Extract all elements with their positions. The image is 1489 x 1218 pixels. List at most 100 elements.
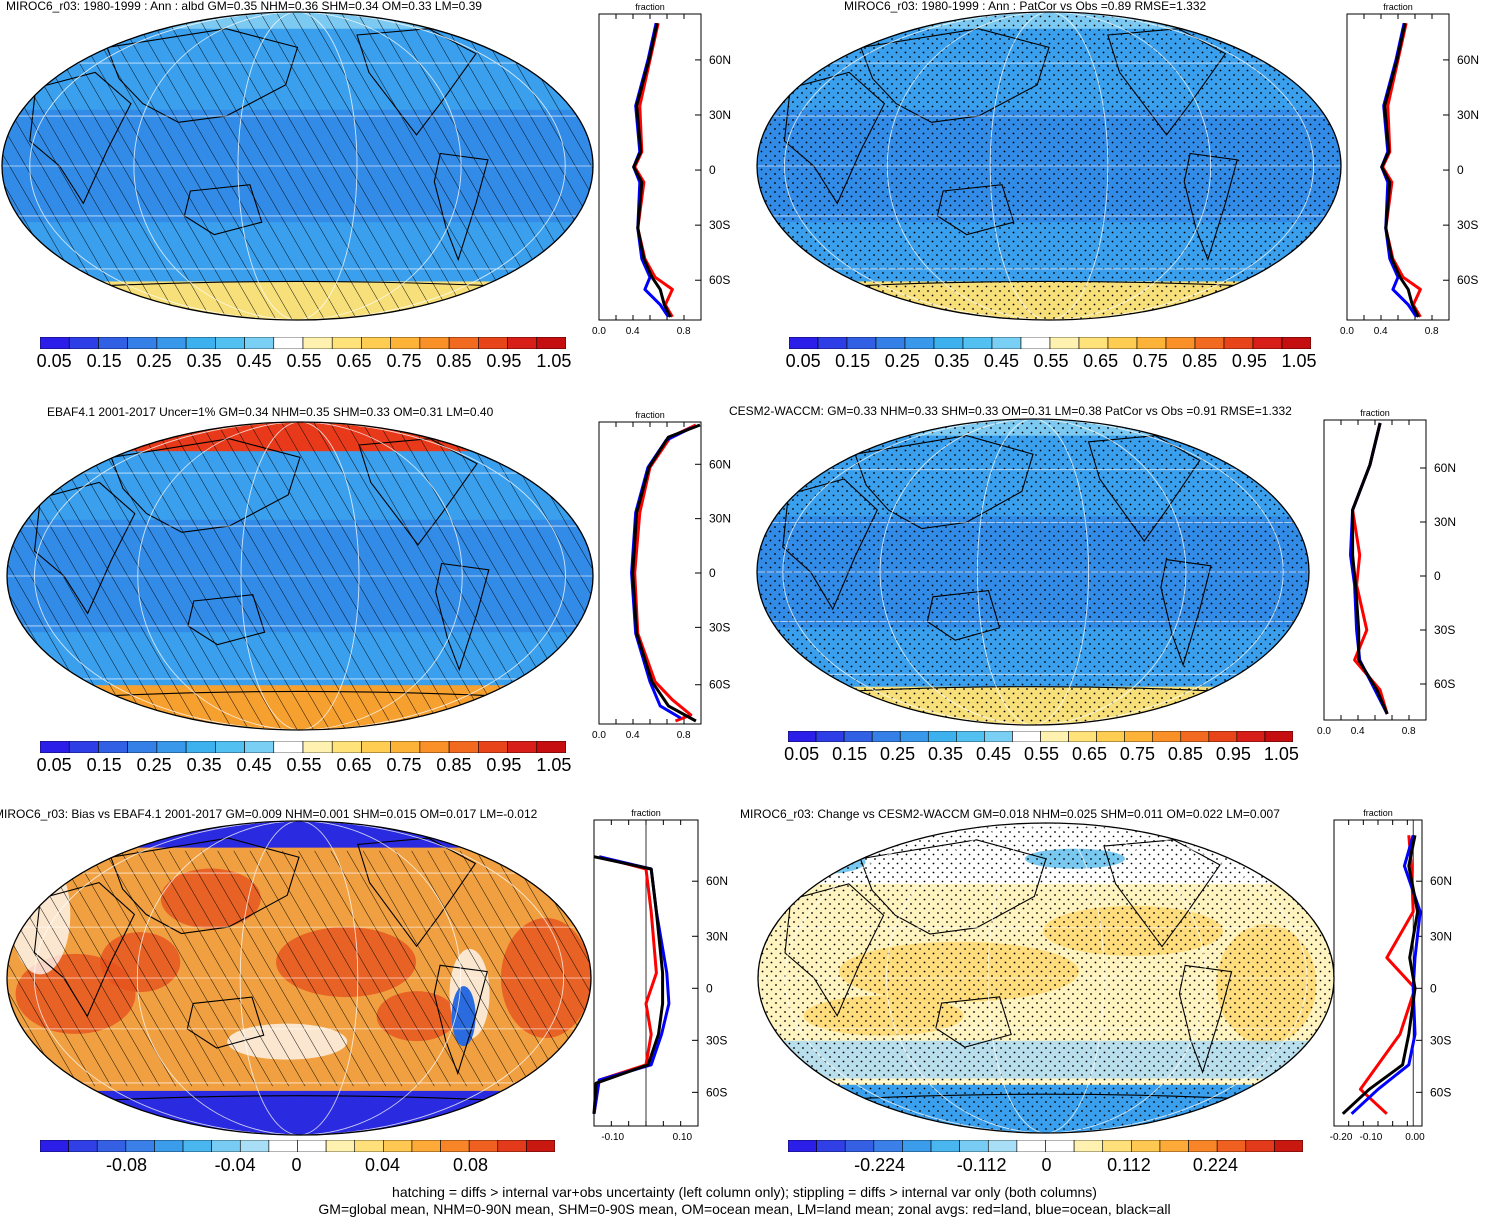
zonal-profile: fraction 0.0 0.4 0.8 60N 30N 0 30S 60S [592,410,731,741]
colorbar-swatch [788,731,817,742]
colorbar-swatch [846,337,877,349]
zonal-lat-label: 30N [706,929,728,943]
colorbar-swatch [156,741,187,753]
zonal-curve-all [1351,422,1389,715]
colorbar [788,1140,1303,1152]
zonal-xtick-label: 0.00 [1405,1132,1425,1143]
zonal-curve-ocean [592,855,671,1115]
colorbar-swatch [302,337,333,349]
colorbar-label: 0.55 [286,351,322,371]
colorbar-swatch [536,337,566,349]
colorbar-label: 0.04 [364,1155,400,1175]
zonal-xtick-label: -0.10 [1360,1132,1383,1143]
zonal-profile: fraction 0.0 0.4 0.8 60N 30N 0 30S 60S [1317,408,1456,737]
zonal-lat-label: 60N [1430,874,1452,888]
zonal-lat-label: 30S [1434,623,1455,637]
map-albedo-cesm2 [756,418,1310,726]
colorbar-swatch [1165,337,1196,349]
colorbar-swatch [331,741,362,753]
colorbar-label: 0.65 [336,755,372,775]
colorbar [40,741,566,753]
colorbar-swatch [1136,337,1167,349]
coastline [1160,558,1212,667]
zonal-lat-label: 60S [1430,1085,1451,1099]
colorbar-swatch [215,337,245,349]
zonal-xtick-label: 0.10 [673,1132,693,1143]
panel-title: MIROC6_r03: 1980-1999 : Ann : albd GM=0.… [6,0,482,13]
zonal-xtick-label: 0.0 [592,326,606,337]
colorbar [789,337,1311,349]
zonal-title: fraction [635,2,665,12]
colorbar-swatch [507,337,538,349]
zonal-lat-label: 30N [1457,108,1479,122]
colorbar-swatch [1281,337,1311,349]
map-albedo-miroc6 [1,11,594,321]
colorbar-label: 0.35 [934,351,970,371]
zonal-profile: fraction -0.10 0.10 60N 30N 0 30S 60S [592,808,728,1143]
zonal-lat-label: 60S [709,273,730,287]
zonal-profile: fraction 0.0 0.4 0.8 60N 30N 0 30S 60S [592,2,731,337]
colorbar-label: 0.45 [976,744,1012,764]
coastline [187,594,266,646]
zonal-lat-label: 60N [1457,53,1479,67]
zonal-curve-land [1381,22,1422,318]
zonal-xtick-label: 0.0 [592,730,606,741]
colorbar-swatch [987,1140,1018,1152]
panel-title: MIROC6_r03: Change vs CESM2-WACCM GM=0.0… [740,807,1280,821]
coastline [433,152,489,262]
zonal-curve-all [592,855,665,1114]
zonal-xtick-label: 0.8 [1425,326,1439,337]
colorbar-label: 0.75 [1132,351,1168,371]
footer-line-2: GM=global mean, NHM=0-90N mean, SHM=0-90… [318,1201,1171,1217]
colorbar-label: 1.05 [536,351,572,371]
colorbar-label: 0.15 [86,351,122,371]
map-border [756,11,1342,321]
colorbar-label: 0.45 [983,351,1019,371]
zonal-profile: fraction -0.20 -0.10 0.00 60N 30N 0 30S 60S [1330,808,1452,1143]
colorbar-swatch [984,731,1013,742]
colorbar-swatch [1096,731,1125,742]
coastline [782,478,878,611]
colorbar-swatch [361,337,391,349]
antarctic-band [7,1090,591,1135]
colorbar-swatch [1068,731,1097,742]
colorbar-swatch [419,337,450,349]
zonal-lat-label: 0 [706,981,713,995]
colorbar-swatch [325,1140,356,1152]
colorbar-swatch [154,1140,184,1152]
zonal-frame [1323,419,1427,721]
zonal-lat-label: 60N [709,457,731,471]
colorbar-label: 1.05 [1263,744,1299,764]
coastline [358,438,478,546]
zonal-lat-label: 60N [709,53,731,67]
zonal-curve-ocean [630,426,692,720]
colorbar-label: 0.25 [880,744,916,764]
colorbar-swatch [1159,1140,1189,1152]
colorbar-label: 1.05 [536,755,572,775]
zonal-lat-label: 60N [706,874,728,888]
colorbar-swatch [185,741,216,753]
colorbar-label: 0.112 [1107,1155,1151,1175]
colorbar-label: 0.55 [1023,744,1060,764]
colorbar-swatch [156,337,187,349]
colorbar-swatch [1078,337,1109,349]
colorbar-label: 0.15 [832,744,868,764]
colorbar-swatch [1208,731,1238,742]
coastline [33,881,136,1018]
colorbar-swatch [843,731,873,742]
coastline [1107,28,1227,136]
colorbar-swatch [361,741,391,753]
colorbar-label: 0.35 [186,755,222,775]
zonal-lat-label: 0 [1434,569,1441,583]
zonal-lat-label: 60S [1434,677,1455,691]
colorbar-swatch [956,731,985,742]
zonal-curve-all [632,22,672,318]
colorbar-label: 0.35 [186,351,222,371]
panel-ebaf-obs: EBAF4.1 2001-2017 Uncer=1% GM=0.34 NHM=0… [0,404,740,784]
zonal-xtick-label: 0.4 [626,326,640,337]
colorbar-swatch [1045,1140,1075,1152]
colorbar-label: -0.224 [854,1155,906,1175]
colorbar-label: 0.45 [236,351,272,371]
colorbar-label: 0.08 [453,1155,489,1175]
colorbar-label: 0 [1041,1155,1052,1175]
